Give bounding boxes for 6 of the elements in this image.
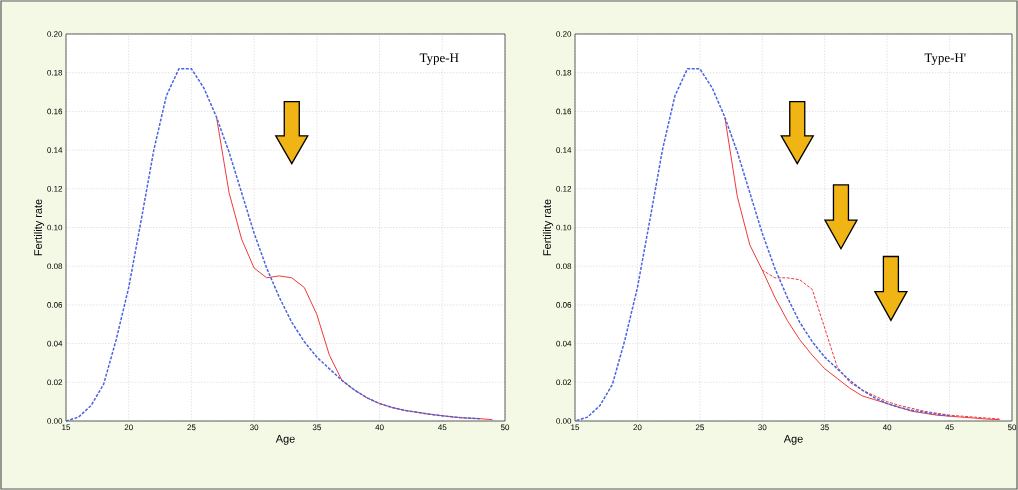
y-axis-title: Fertility rate (33, 199, 45, 256)
x-axis-title: Age (783, 435, 803, 445)
y-axis-title: Fertility rate (542, 199, 554, 256)
x-axis-title: Age (275, 435, 295, 445)
annotation: Type-H' (924, 53, 966, 65)
annotation: Type-H (419, 53, 459, 65)
